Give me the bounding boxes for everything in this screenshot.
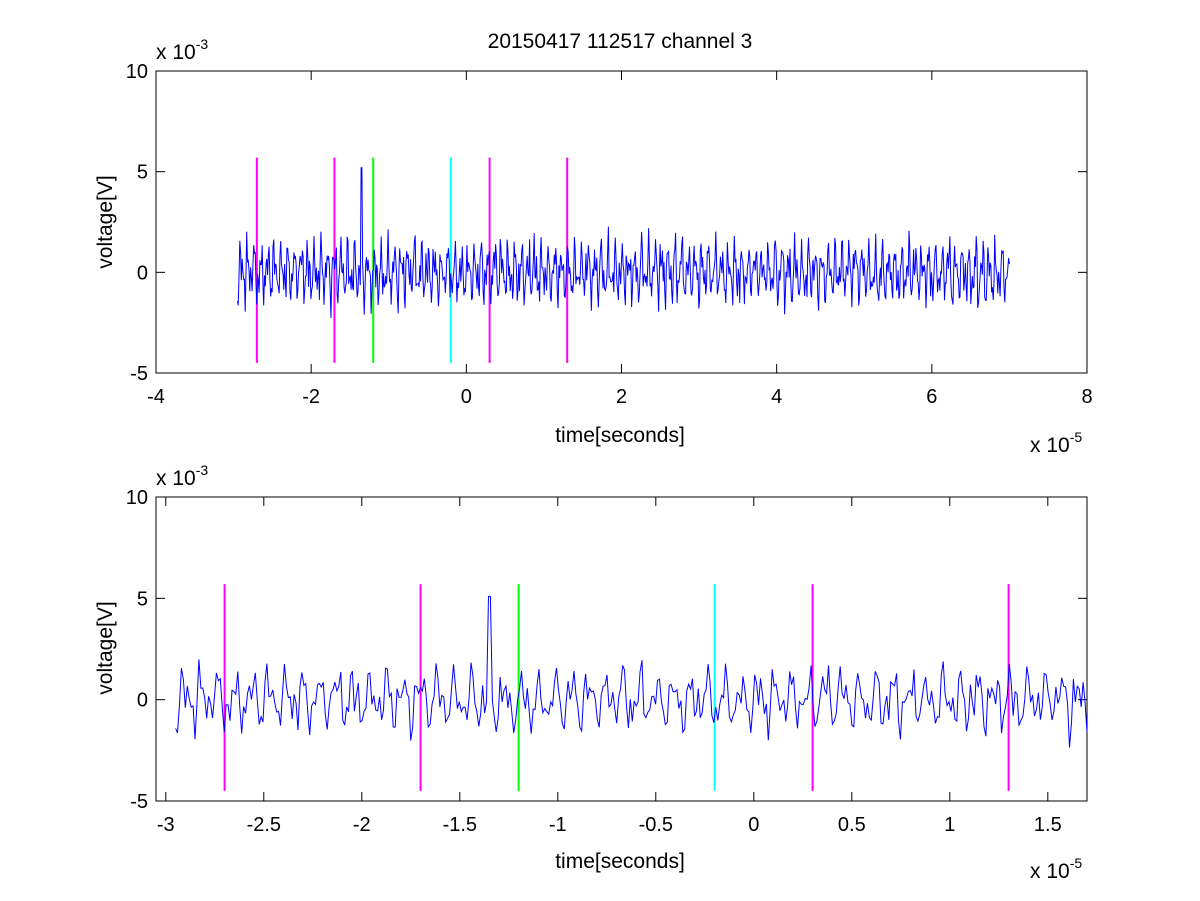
y-axis-label-top: voltage[V]	[94, 175, 117, 268]
signal-line-top	[237, 167, 1010, 319]
y-tick-label-bottom: 0	[137, 690, 148, 712]
tick-group-top: -4 -2 0 2 4 6 8 -5 0 5 10	[126, 61, 1093, 408]
x-tick-label-bottom: -1.5	[443, 814, 477, 836]
x-multiplier-bottom: x 10-5	[1030, 855, 1082, 883]
x-tick-label-bottom: -2.5	[247, 814, 281, 836]
plot-area-top	[155, 70, 1088, 374]
x-axis-label-bottom: time[seconds]	[555, 850, 685, 873]
x-tick-label-bottom: -1	[549, 814, 567, 836]
y-tick-label-bottom: 5	[137, 588, 148, 610]
subplot-top: -4 -2 0 2 4 6 8 -5 0 5 10 time[seconds] voltage[V]…	[94, 36, 1093, 457]
x-tick-label-bottom: 0.5	[838, 814, 866, 836]
x-tick-label-bottom: 1.5	[1034, 814, 1062, 836]
x-tick-label-bottom: -2	[353, 814, 371, 836]
x-tick-label-top: 2	[616, 386, 627, 408]
x-tick-label-bottom: 0	[748, 814, 759, 836]
x-tick-label-top: -4	[147, 386, 165, 408]
x-tick-label-top: 8	[1081, 386, 1092, 408]
y-axis-label-bottom: voltage[V]	[94, 601, 117, 694]
subplot-bottom: -3 -2.5 -2 -1.5 -1 -0.5 0 0.5 1 1.5 -5 0 5 10 time[se…	[94, 462, 1088, 883]
x-tick-label-bottom: 1	[944, 814, 955, 836]
y-tick-label-top: 0	[137, 262, 148, 284]
y-multiplier-bottom: x 10-3	[156, 462, 208, 490]
y-tick-label-bottom: 10	[126, 487, 148, 509]
x-multiplier-top: x 10-5	[1030, 429, 1082, 457]
y-tick-label-top: 10	[126, 61, 148, 83]
x-tick-label-bottom: -3	[157, 814, 175, 836]
marker-group-bottom	[223, 584, 1010, 791]
x-tick-label-top: 6	[926, 386, 937, 408]
x-tick-label-bottom: -0.5	[639, 814, 673, 836]
signal-line-bottom	[175, 595, 1088, 748]
y-multiplier-top: x 10-3	[156, 36, 208, 64]
chart-title: 20150417 112517 channel 3	[488, 30, 753, 53]
y-tick-label-top: -5	[130, 363, 148, 385]
y-tick-label-bottom: -5	[130, 791, 148, 813]
plot-area-bottom	[155, 496, 1088, 802]
x-tick-label-top: 4	[771, 386, 782, 408]
x-tick-label-top: 0	[461, 386, 472, 408]
x-tick-label-top: -2	[302, 386, 320, 408]
y-tick-label-top: 5	[137, 162, 148, 184]
x-axis-label-top: time[seconds]	[555, 424, 685, 447]
tick-group-bottom: -3 -2.5 -2 -1.5 -1 -0.5 0 0.5 1 1.5 -5 0 5 10	[126, 487, 1087, 836]
